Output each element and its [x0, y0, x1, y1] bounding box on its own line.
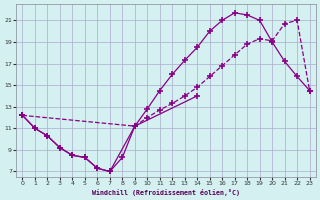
- X-axis label: Windchill (Refroidissement éolien,°C): Windchill (Refroidissement éolien,°C): [92, 189, 240, 196]
